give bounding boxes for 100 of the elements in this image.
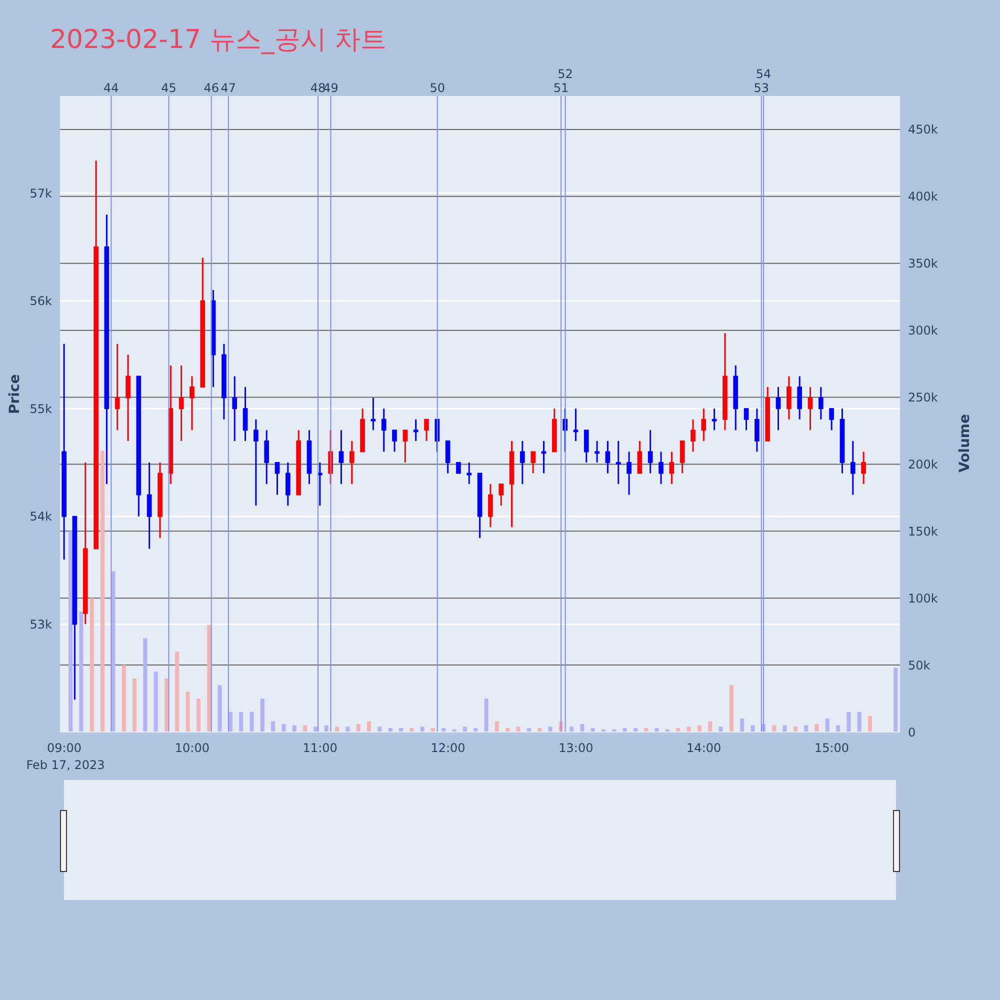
candlestick xyxy=(413,418,418,442)
bar xyxy=(580,724,584,732)
y2-tick-label: 150k xyxy=(908,524,938,538)
x-tick-label: 14:00 xyxy=(686,741,722,755)
candlestick xyxy=(402,429,408,464)
candlestick xyxy=(584,429,589,464)
bar xyxy=(68,531,73,732)
y-tick-label: 54k xyxy=(30,510,52,524)
bar xyxy=(122,665,126,732)
candlestick xyxy=(242,386,248,442)
bar xyxy=(462,726,467,732)
candlestick xyxy=(466,462,472,485)
bar xyxy=(420,726,424,732)
bar xyxy=(740,718,744,732)
bar xyxy=(90,598,94,732)
candlestick xyxy=(381,408,386,452)
bar xyxy=(825,718,830,732)
bar xyxy=(282,724,286,732)
candlestick xyxy=(424,418,429,442)
candlestick xyxy=(616,440,621,485)
bar xyxy=(814,724,819,732)
bar xyxy=(175,652,180,732)
bar xyxy=(718,726,723,732)
x-tick-label: 10:00 xyxy=(174,741,210,755)
bar xyxy=(750,725,755,732)
bar xyxy=(846,712,851,732)
bar xyxy=(324,725,328,732)
candlestick xyxy=(712,408,717,431)
y2-tick-label: 250k xyxy=(908,390,938,405)
bar xyxy=(218,685,222,732)
y2-tick-label: 450k xyxy=(908,122,938,137)
bar xyxy=(356,724,360,732)
bar xyxy=(548,726,552,732)
ref-line-label: 48 xyxy=(310,81,326,95)
ref-line-label: 53 xyxy=(754,81,770,95)
candlestick xyxy=(488,483,493,528)
y2-tick-label: 200k xyxy=(908,457,938,472)
candlestick xyxy=(808,386,813,431)
candlestick xyxy=(850,440,856,496)
ref-line-label: 50 xyxy=(430,81,445,95)
candlestick xyxy=(861,450,866,485)
bar xyxy=(782,725,787,732)
bar xyxy=(132,678,136,732)
ref-line-label: 49 xyxy=(323,81,338,95)
y2-tick-label: 0 xyxy=(908,725,916,740)
candlestick xyxy=(701,408,706,442)
candlestick xyxy=(690,418,696,452)
candlestick xyxy=(797,376,802,420)
candlestick xyxy=(530,450,536,474)
candlestick xyxy=(349,440,354,485)
candlestick xyxy=(254,418,258,506)
candlestick xyxy=(541,440,546,474)
bar xyxy=(494,721,499,732)
bar xyxy=(271,721,276,732)
bar xyxy=(239,712,244,732)
candlestick xyxy=(658,450,664,485)
bar xyxy=(729,685,734,732)
y2-tick-label: 300k xyxy=(908,324,938,338)
bar xyxy=(207,624,212,732)
bar xyxy=(335,726,340,732)
bar xyxy=(894,668,898,732)
candlestick xyxy=(520,440,525,485)
bar xyxy=(314,726,318,732)
candlestick xyxy=(498,483,504,506)
candlestick xyxy=(626,450,632,496)
candlestick xyxy=(264,429,270,485)
candlestick xyxy=(370,397,376,431)
candlestick xyxy=(445,440,450,474)
candlestick xyxy=(786,376,792,420)
candlestick xyxy=(285,462,290,506)
bar xyxy=(367,721,372,732)
y-tick-label: 57k xyxy=(30,186,52,200)
candlestick xyxy=(573,408,578,442)
bar xyxy=(260,698,264,732)
chart-title: 2023-02-17 뉴스_공시 차트 xyxy=(50,24,387,57)
bar xyxy=(836,725,840,732)
candlestick xyxy=(178,364,184,442)
y-tick-label: 55k xyxy=(30,402,52,416)
ref-line-label: 52 xyxy=(558,67,573,81)
x-tick-label: 15:00 xyxy=(814,741,850,755)
x-tick-label: 11:00 xyxy=(302,741,338,755)
bar xyxy=(772,725,776,732)
candlestick xyxy=(594,440,600,464)
candlestick xyxy=(190,376,194,431)
bar xyxy=(697,725,702,732)
candlestick xyxy=(456,462,461,474)
ref-line-label: 47 xyxy=(220,81,236,95)
bar xyxy=(857,712,862,732)
y2-tick-label: 100k xyxy=(908,591,938,606)
bar xyxy=(868,716,872,732)
candlestick xyxy=(605,440,610,474)
bar xyxy=(143,638,148,732)
candlestick xyxy=(338,429,344,485)
bar xyxy=(250,712,254,732)
ref-line-label: 54 xyxy=(756,67,772,81)
candlestick xyxy=(776,386,781,431)
bar xyxy=(516,726,520,732)
x-tick-label: 13:00 xyxy=(558,741,594,755)
bar xyxy=(79,611,84,732)
candlestick xyxy=(648,429,653,474)
